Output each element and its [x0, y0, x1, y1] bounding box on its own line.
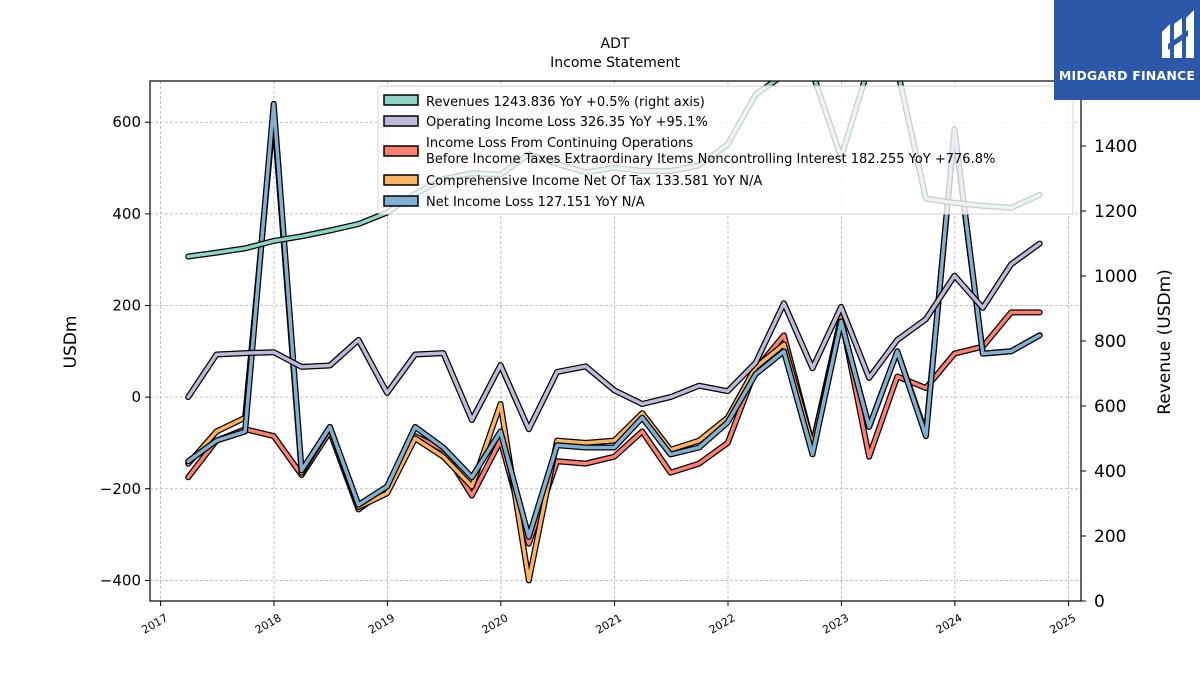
y-left-tick-label: 600: [112, 113, 141, 131]
legend-label: Net Income Loss 127.151 YoY N/A: [426, 195, 645, 210]
y-right-tick-label: 600: [1094, 397, 1126, 417]
legend-label: Operating Income Loss 326.35 YoY +95.1%: [426, 115, 708, 130]
y-right-tick-label: 400: [1094, 462, 1126, 482]
y-left-tick-label: 400: [112, 205, 141, 223]
y-left-tick-label: −400: [100, 571, 141, 589]
x-tick-label: 2019: [366, 611, 397, 636]
series-net-income-loss: [185, 100, 1043, 540]
y-left-tick-label: 0: [131, 388, 141, 406]
legend-label: Revenues 1243.836 YoY +0.5% (right axis): [426, 95, 705, 110]
y-left-tick-label: 200: [112, 296, 141, 314]
legend-label: Before Income Taxes Extraordinary Items …: [426, 152, 995, 167]
midgard-logo-icon: [1162, 10, 1194, 58]
brand-logo: MIDGARD FINANCE: [1054, 0, 1200, 100]
series-line: [186, 102, 1042, 539]
series-operating-income-loss: [185, 240, 1043, 433]
chart-subtitle: Income Statement: [550, 55, 680, 71]
y-right-tick-label: 1000: [1094, 267, 1137, 287]
legend: Revenues 1243.836 YoY +0.5% (right axis)…: [377, 85, 1074, 215]
legend-swatch: [383, 94, 419, 106]
x-tick-label: 2023: [820, 611, 851, 636]
y-right-tick-label: 800: [1094, 332, 1126, 352]
y-left-tick-label: −200: [100, 480, 141, 498]
x-tick-label: 2022: [707, 611, 738, 636]
y-right-tick-label: 200: [1094, 527, 1126, 547]
brand-name: MIDGARD FINANCE: [1058, 68, 1196, 83]
x-tick-label: 2020: [480, 611, 511, 636]
y-axis-left-label: USDm: [61, 316, 81, 369]
series-income-loss-from-continuing-operations-before-income-taxes-extraordinary-items-noncontrolling-interest: [185, 309, 1043, 547]
legend-swatch: [383, 115, 419, 127]
x-tick-label: 2017: [139, 611, 170, 636]
x-tick-label: 2018: [253, 611, 284, 636]
series-line: [186, 310, 1042, 546]
chart-title: ADT: [601, 36, 630, 52]
legend-label: Comprehensive Income Net Of Tax 133.581 …: [426, 174, 762, 189]
legend-swatch: [383, 195, 419, 207]
x-tick-label: 2024: [934, 611, 965, 636]
series-outline: [185, 309, 1043, 547]
y-right-tick-label: 0: [1094, 592, 1105, 612]
legend-box: [377, 85, 1074, 215]
legend-swatch: [383, 174, 419, 186]
x-tick-label: 2025: [1047, 611, 1078, 636]
y-right-tick-label: 1200: [1094, 202, 1137, 222]
x-tick-label: 2021: [593, 611, 624, 636]
y-axis-right-label: Revenue (USDm): [1155, 269, 1175, 415]
y-right-tick-label: 1400: [1094, 137, 1137, 157]
legend-swatch: [383, 145, 419, 157]
legend-label: Income Loss From Continuing Operations: [426, 136, 693, 151]
series-line: [186, 241, 1042, 431]
series-layer: [185, 81, 1043, 584]
